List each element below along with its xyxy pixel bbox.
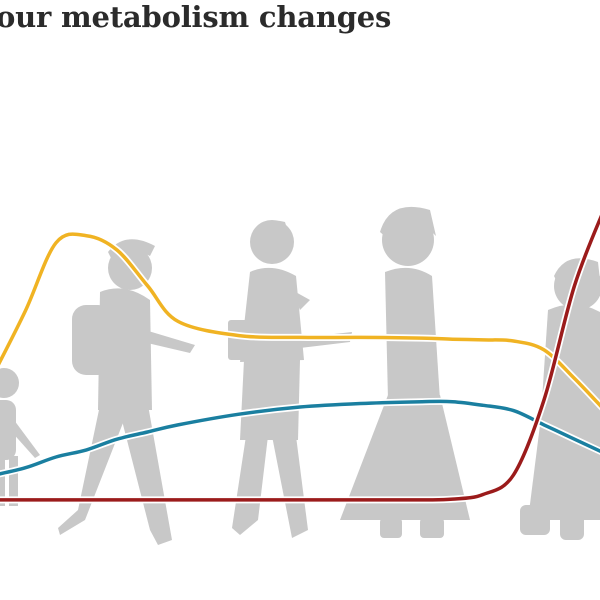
adult-silhouette <box>228 220 352 538</box>
series-1-line <box>0 232 600 408</box>
woman-silhouette <box>340 206 470 538</box>
page-title: our metabolism changes <box>0 0 392 34</box>
silhouettes <box>0 206 600 545</box>
lines-layer <box>0 210 600 504</box>
elderly-silhouette <box>520 258 600 540</box>
series-3-line <box>0 214 600 502</box>
child-silhouette <box>0 368 40 506</box>
series-2-line <box>0 399 600 476</box>
